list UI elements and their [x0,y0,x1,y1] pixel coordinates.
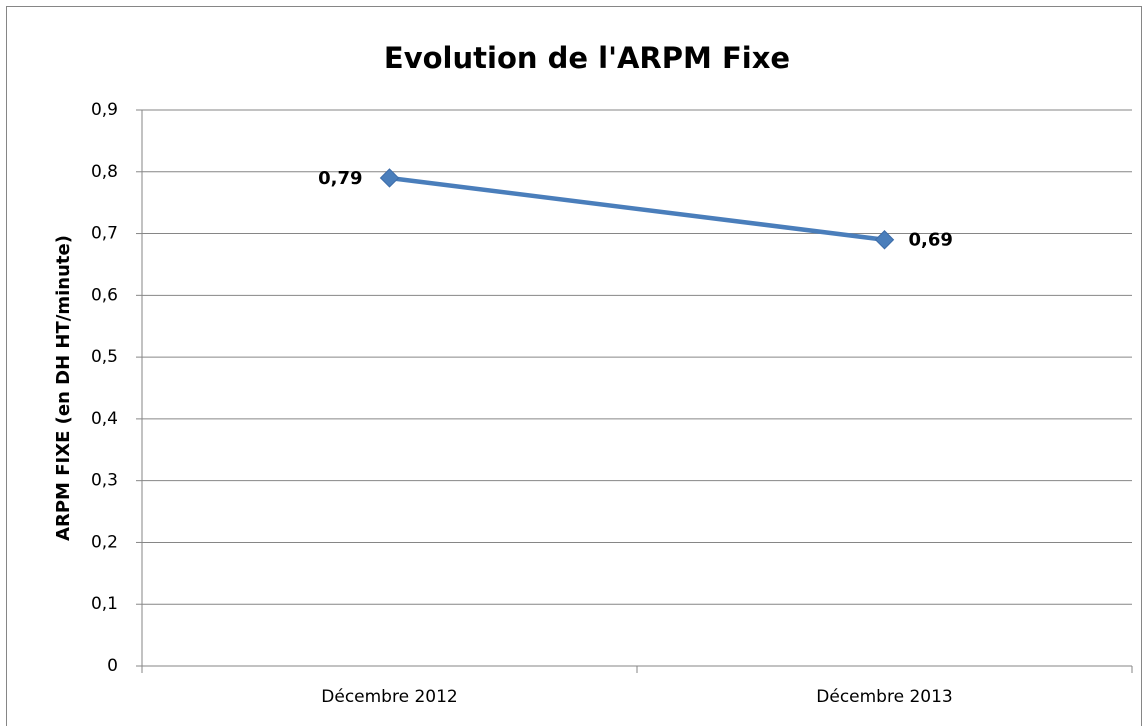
y-tick-label: 0,4 [91,409,118,429]
y-axis-title: ARPM FIXE (en DH HT/minute) [53,235,74,541]
y-tick-label: 0,3 [91,471,118,491]
data-label: 0,79 [318,168,362,189]
y-tick-label: 0,5 [91,347,118,367]
marker [379,168,400,188]
y-tick-label: 0,2 [91,532,118,552]
marker [874,230,895,250]
chart-border [6,6,1142,726]
y-tick-label: 0,6 [91,285,118,305]
data-label: 0,69 [909,230,953,251]
y-tick-label: 0 [107,656,118,676]
y-tick-label: 0,1 [91,594,118,614]
x-tick-label: Décembre 2012 [321,687,457,707]
chart-title: Evolution de l'ARPM Fixe [384,41,790,75]
line [389,175,885,242]
y-tick-label: 0,9 [91,100,118,120]
y-tick-label: 0,7 [91,224,118,244]
x-tick-label: Décembre 2013 [816,687,952,707]
y-tick-label: 0,8 [91,162,118,182]
